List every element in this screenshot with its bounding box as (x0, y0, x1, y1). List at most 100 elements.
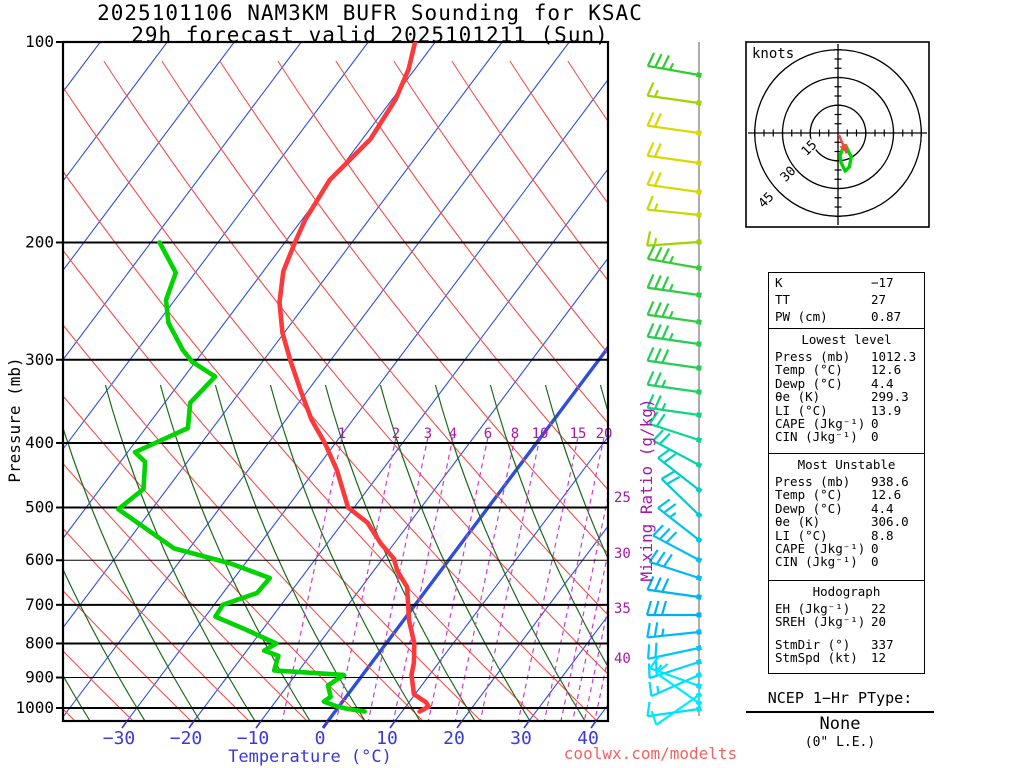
mixing-ratio-value-label: 8 (511, 426, 519, 442)
mixing-ratio-value-label: 3 (424, 426, 432, 442)
temp-tick (456, 720, 463, 729)
dry-adiabat (103, 60, 608, 676)
temp-tick-label: 0 (315, 728, 326, 749)
index-label: CIN (Jkg⁻¹) (775, 429, 858, 445)
isotherm (63, 42, 570, 718)
mixing-ratio-line (594, 657, 608, 721)
wind-barb (648, 671, 703, 698)
mixing-ratio-lines (281, 436, 608, 721)
mixing-ratio-value-label: 6 (484, 426, 492, 442)
index-value: 938.6 (871, 474, 909, 489)
index-value: 299.3 (871, 389, 909, 405)
wind-barb (646, 274, 702, 298)
dry-adiabats (63, 60, 608, 721)
dry-adiabat (219, 60, 608, 555)
index-label: Dewp (°C) (775, 375, 843, 391)
pressure-tick-label: 200 (25, 232, 54, 251)
section-header: Hodograph (812, 584, 881, 599)
temp-tick-label: −20 (170, 728, 203, 749)
wind-barb (645, 600, 702, 618)
mixing-ratio-line (454, 436, 516, 721)
index-label: StmSpd (kt) (775, 650, 858, 666)
temp-tick-label: −10 (237, 728, 270, 749)
isotherm (63, 42, 168, 182)
dry-adiabat (509, 60, 608, 205)
mixing-ratio-value-label: 40 (614, 651, 631, 667)
watermark-link[interactable]: coolwx.com/modelts (563, 744, 738, 763)
temp-tick (321, 720, 330, 729)
index-value: 27 (871, 291, 887, 307)
temp-tick (255, 720, 262, 729)
isotherm (126, 78, 608, 721)
isotherm (63, 42, 369, 450)
index-label: Dewp (°C) (775, 500, 843, 516)
moist-adiabat (63, 425, 201, 721)
dry-adiabat (63, 86, 598, 721)
index-row: StmDir (°) 337 (775, 637, 924, 651)
index-value: 12 (871, 650, 887, 666)
mixing-ratio-value-label: 1 (338, 426, 346, 442)
mixing-ratio-line (427, 436, 489, 721)
wind-barb (648, 549, 703, 582)
index-row: LI (°C) 8.8 (775, 528, 924, 542)
pressure-lines: 100 200 300 400 500 600 700 800 900 1000 (15, 32, 608, 717)
temperature-axis-label: Temperature (°C) (228, 747, 392, 767)
indices-section-lowest-level: Lowest level Press (mb) 1012.3 Temp (°C) 12.… (768, 328, 925, 455)
wind-barb (646, 347, 702, 371)
mixing-ratio-line (572, 552, 608, 721)
ptype-liquid-equivalent: (0" L.E.) (804, 735, 876, 750)
index-label: CAPE (Jkg⁻¹) (775, 541, 866, 557)
index-row: Dewp (°C) 4.4 (775, 500, 924, 516)
dewpoint-curve (116, 240, 367, 714)
dry-adiabat (63, 527, 250, 721)
wind-barb (655, 663, 703, 707)
isotherm (63, 42, 235, 272)
dry-adiabat (63, 170, 540, 721)
pressure-axis-label: Pressure (mb) (5, 357, 24, 482)
wind-barb (646, 301, 702, 325)
index-label: Press (mb) (775, 474, 851, 489)
index-row: K −17 (775, 275, 924, 292)
temperature-curve (277, 42, 431, 714)
indices-section-most-unstable: Most Unstable Press (mb) 938.6 Temp (°C) 12.… (768, 453, 925, 582)
index-value: 0 (871, 429, 879, 445)
index-row: EH (Jkg⁻¹) 22 (775, 602, 924, 616)
isotherm (394, 436, 608, 721)
dry-adiabat (393, 60, 608, 355)
temp-axis: −30 −20 −10 0 10 20 30 40 (103, 720, 599, 749)
dry-adiabat (63, 395, 366, 721)
index-row: Dewp (°C) 4.4 (775, 375, 924, 391)
moist-adiabat (214, 384, 366, 721)
pressure-tick-label: 900 (25, 668, 54, 687)
wind-barb (646, 142, 702, 166)
wind-barb (646, 701, 702, 718)
storm-motion-arrowhead (839, 143, 847, 154)
mixing-ratio-line (392, 436, 454, 721)
index-value: 13.9 (871, 402, 902, 418)
wind-barb (646, 576, 702, 600)
index-label: Temp (°C) (775, 487, 843, 503)
index-value: 1012.3 (871, 349, 917, 364)
hodograph-ring (754, 49, 922, 217)
index-value: 306.0 (871, 514, 909, 530)
wind-barb-column (645, 42, 703, 726)
index-row: CAPE (Jkg⁻¹) 0 (775, 541, 924, 557)
index-row: CIN (Jkg⁻¹) 0 (775, 555, 924, 569)
index-label: TT (775, 291, 791, 307)
dry-adiabat (63, 590, 192, 721)
temp-tick (523, 720, 530, 729)
dry-adiabat (277, 60, 608, 491)
ptype-value: None (819, 714, 861, 734)
moist-adiabat (324, 384, 476, 721)
hodograph-ring (809, 104, 867, 162)
indices-section-hodograph: Hodograph EH (Jkg⁻¹) 22 SREH (Jkg⁻¹) 20 StmDi… (768, 580, 925, 674)
mixing-ratio-line (560, 496, 608, 721)
index-row: Temp (°C) 12.6 (775, 363, 924, 377)
wind-barb (646, 245, 702, 271)
mixing-ratio-labels: 1 2 3 4 6 8 10 15 20 25 30 35 40 (338, 426, 631, 667)
temp-tick-label: 40 (577, 728, 599, 749)
mixing-ratio-value-label: 15 (570, 426, 587, 442)
pressure-tick-label: 1000 (15, 698, 54, 717)
wind-barb (646, 622, 702, 639)
